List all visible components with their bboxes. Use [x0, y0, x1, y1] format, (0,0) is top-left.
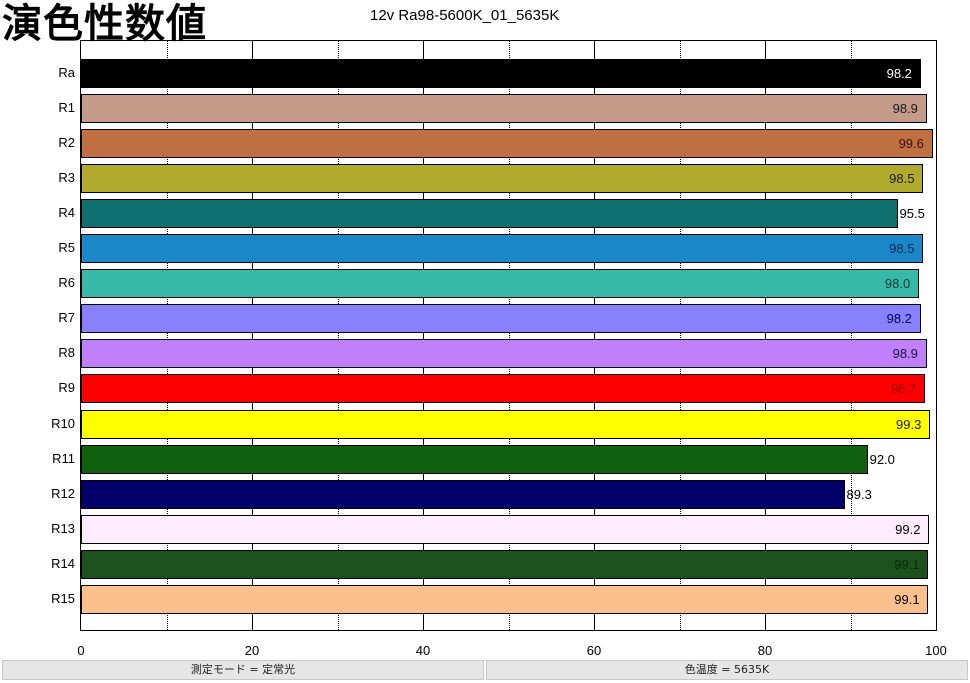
y-axis-label: R12 — [51, 485, 75, 501]
y-axis-label: R10 — [51, 415, 75, 431]
bar-r7 — [81, 304, 921, 334]
bar-r10 — [81, 409, 930, 439]
bar-value-label: 98.9 — [892, 346, 918, 362]
bar-r12 — [81, 479, 845, 509]
gridline — [508, 41, 510, 630]
bar-r8 — [81, 339, 927, 369]
plot-area: 98.2 98.9 99.6 98.5 95.5 98.5 98.0 98.2 98.9 98.7… — [80, 40, 937, 631]
bar-r2 — [81, 129, 933, 159]
bar-value-label: 89.3 — [846, 486, 872, 502]
y-axis-label: R13 — [51, 520, 75, 536]
bar-r6 — [81, 269, 919, 299]
y-axis-label: R6 — [58, 275, 75, 291]
bar-r14 — [81, 549, 929, 579]
bar-ra — [81, 59, 921, 88]
footer-color-temperature: 色温度 = 5635K — [486, 660, 968, 680]
y-axis-label: R11 — [52, 450, 75, 466]
gridline — [594, 41, 595, 630]
bar-r3 — [81, 164, 924, 194]
bar-value-label: 98.7 — [890, 381, 917, 397]
y-axis-label: R5 — [58, 240, 75, 256]
y-axis-label: R2 — [58, 135, 75, 151]
chart-title: 12v Ra98-5600K_01_5635K — [370, 7, 560, 24]
y-axis-label: R15 — [51, 590, 75, 606]
bar-r11 — [81, 444, 868, 474]
y-axis-label: Ra — [58, 65, 75, 80]
bar-value-label: 98.9 — [892, 101, 918, 117]
bar-value-label: 99.1 — [894, 591, 920, 607]
bar-value-label: 98.0 — [884, 276, 911, 292]
x-tick-label: 40 — [415, 643, 431, 658]
bar-value-label: 99.1 — [894, 556, 920, 572]
bar-r1 — [81, 94, 927, 124]
bar-r4 — [81, 199, 898, 229]
gridline — [679, 41, 681, 630]
gridline — [423, 41, 424, 630]
x-tick-label: 0 — [77, 643, 85, 658]
y-axis-label: R9 — [58, 380, 75, 396]
bar-r13 — [81, 514, 930, 544]
bar-r15 — [81, 584, 929, 614]
y-axis-label: R14 — [51, 555, 75, 571]
y-axis-label: R4 — [58, 205, 75, 221]
y-axis-label: R3 — [58, 170, 75, 186]
bar-value-label: 99.6 — [898, 136, 924, 152]
gridline — [252, 41, 253, 630]
gridline — [337, 41, 339, 630]
y-axis-label: R8 — [58, 345, 75, 361]
y-axis-label: R1 — [58, 100, 75, 116]
gridline — [166, 41, 168, 630]
bar-r5 — [81, 234, 924, 264]
x-tick-label: 80 — [757, 643, 773, 658]
bar-value-label: 98.2 — [886, 66, 912, 81]
x-tick-label: 20 — [244, 643, 260, 658]
bar-value-label: 98.5 — [889, 241, 915, 257]
gridline — [765, 41, 766, 630]
bar-value-label: 92.0 — [869, 451, 895, 467]
x-tick-label: 60 — [586, 643, 602, 658]
big-title: 演色性数値 — [2, 1, 207, 47]
bar-value-label: 98.5 — [889, 171, 915, 187]
y-axis-label: R7 — [58, 310, 75, 326]
bar-value-label: 99.3 — [896, 416, 922, 432]
bar-r9 — [81, 374, 925, 404]
bar-value-label: 99.2 — [895, 521, 921, 537]
gridline — [850, 41, 852, 630]
bar-value-label: 95.5 — [899, 206, 925, 222]
bar-value-label: 98.2 — [886, 311, 912, 327]
footer-measure-mode: 測定モード = 定常光 — [2, 660, 484, 680]
x-tick-label: 100 — [925, 643, 947, 658]
